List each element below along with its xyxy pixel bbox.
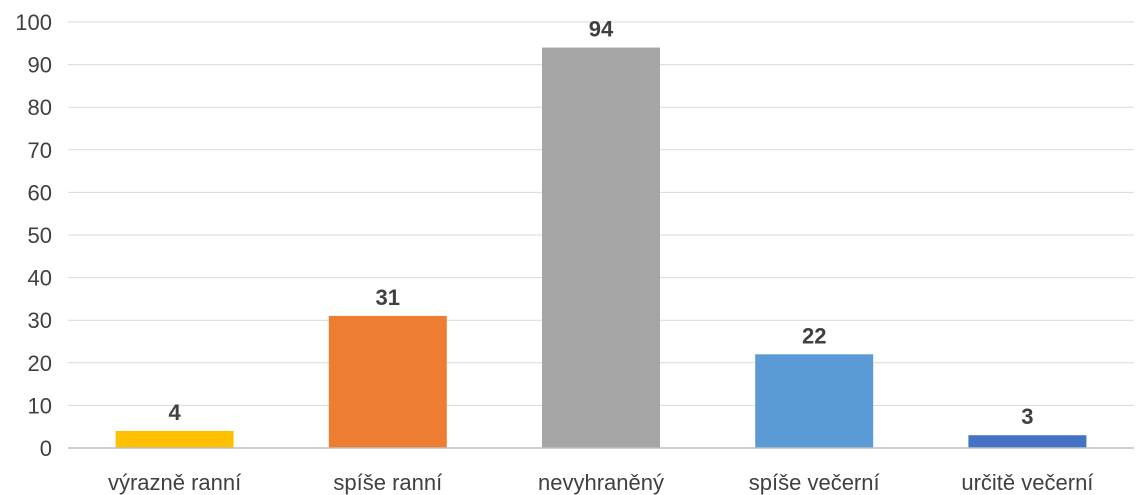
y-tick-label: 40 bbox=[28, 266, 52, 291]
y-tick-label: 90 bbox=[28, 53, 52, 78]
bar bbox=[115, 430, 234, 448]
y-tick-label: 60 bbox=[28, 180, 52, 205]
x-tick-label: určitě večerní bbox=[961, 470, 1093, 495]
x-tick-label: spíše večerní bbox=[749, 470, 880, 495]
bar bbox=[755, 354, 874, 448]
y-tick-labels: 0 10 20 30 40 50 60 70 80 90 100 bbox=[15, 10, 52, 461]
data-label: 3 bbox=[1021, 404, 1033, 429]
y-tick-label: 10 bbox=[28, 393, 52, 418]
y-tick-label: 20 bbox=[28, 351, 52, 376]
bar bbox=[328, 315, 447, 448]
x-tick-label: nevyhraněný bbox=[538, 470, 664, 495]
x-tick-label: výrazně ranní bbox=[108, 470, 241, 495]
y-tick-label: 0 bbox=[40, 436, 52, 461]
y-tick-label: 30 bbox=[28, 308, 52, 333]
data-labels: 4 31 94 22 3 bbox=[168, 17, 1033, 430]
data-label: 94 bbox=[589, 17, 614, 42]
y-tick-label: 100 bbox=[15, 10, 52, 35]
y-tick-label: 50 bbox=[28, 223, 52, 248]
data-label: 31 bbox=[376, 285, 400, 310]
data-label: 4 bbox=[168, 400, 181, 425]
bar bbox=[968, 435, 1087, 448]
y-tick-label: 80 bbox=[28, 95, 52, 120]
data-label: 22 bbox=[802, 323, 826, 348]
y-tick-label: 70 bbox=[28, 138, 52, 163]
bars bbox=[115, 47, 1087, 449]
bar bbox=[542, 47, 660, 449]
x-tick-label: spíše ranní bbox=[333, 470, 442, 495]
x-tick-labels: výrazně ranní spíše ranní nevyhraněný spíše… bbox=[108, 470, 1093, 495]
